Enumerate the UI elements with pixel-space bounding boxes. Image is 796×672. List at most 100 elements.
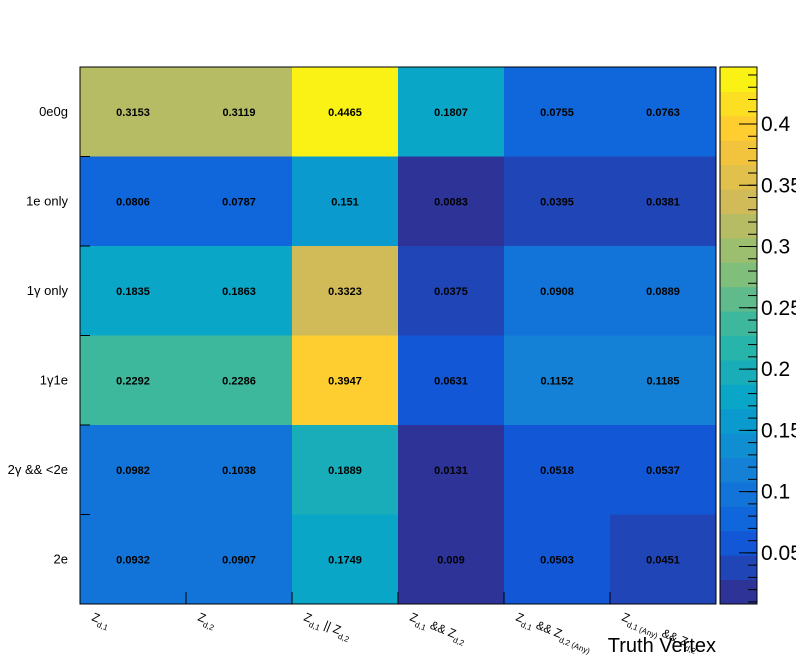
colorbar-bin <box>720 140 757 166</box>
heatmap-cell <box>80 425 187 515</box>
cell-value-label: 0.2292 <box>116 375 150 387</box>
colorbar <box>719 66 758 605</box>
x-tick-label-part: && Z <box>425 617 458 641</box>
colorbar-tick-label: 0.3 <box>761 236 790 259</box>
cell-value-label: 0.0518 <box>540 465 574 477</box>
colorbar-tick-label: 0.25 <box>761 297 796 320</box>
colorbar-bin <box>720 384 757 410</box>
colorbar-bin <box>720 506 757 532</box>
x-tick-label-part: d,1 <box>308 620 322 633</box>
heatmap-cell <box>186 425 293 515</box>
cell-value-label: 0.1863 <box>222 286 256 298</box>
heatmap-cell <box>504 67 611 157</box>
heatmap-cell <box>504 335 611 426</box>
heatmap-cell <box>186 67 293 157</box>
cell-value-label: 0.0908 <box>540 286 574 298</box>
heatmap-cell <box>80 514 187 605</box>
cell-value-label: 0.0395 <box>540 196 574 208</box>
colorbar-tick-label: 0.2 <box>761 358 790 381</box>
heatmap-cell <box>292 156 399 247</box>
x-tick-label: Zd,1 && Zd,2 (Any) <box>513 610 595 656</box>
x-tick-label-part: d,2 <box>452 635 466 648</box>
cell-value-label: 0.0131 <box>434 465 468 477</box>
y-axis-ticks: 0e0g 1e only 1γ only 1γ1e 2γ && <2e 2e <box>8 104 90 566</box>
heatmap-cells <box>80 67 717 605</box>
colorbar-bin <box>720 555 757 581</box>
x-tick-label-part: d,2 <box>683 643 697 656</box>
heatmap-cell <box>610 425 717 515</box>
y-tick-label: 2γ && <2e <box>8 462 68 477</box>
heatmap-cell <box>610 67 717 157</box>
x-tick-label: Zd,1 <box>89 610 113 633</box>
y-tick-label: 0e0g <box>39 104 68 119</box>
x-tick-label-part: d,2 (Any) <box>558 635 592 656</box>
colorbar-bin <box>720 164 757 190</box>
heatmap-cell <box>80 156 187 247</box>
heatmap-cell <box>398 156 505 247</box>
heatmap-cell <box>292 67 399 157</box>
x-tick-label-part: d,1 <box>414 620 428 633</box>
colorbar-bin <box>720 457 757 483</box>
colorbar-tick-label: 0.05 <box>761 542 796 565</box>
heatmap-cell <box>186 156 293 247</box>
heatmap-cell <box>80 246 187 336</box>
cell-value-label: 0.0907 <box>222 554 256 566</box>
heatmap-cell <box>292 335 399 426</box>
cell-value-label: 0.0083 <box>434 196 468 208</box>
cell-value-label: 0.4465 <box>328 107 362 119</box>
cell-value-label: 0.0537 <box>646 465 680 477</box>
colorbar-ticks: 0.05 0.1 0.15 0.2 0.25 0.3 0.35 0.4 <box>739 74 796 603</box>
x-tick-label-part: d,2 <box>202 620 216 633</box>
cell-value-label: 0.3947 <box>328 375 362 387</box>
colorbar-tick-label: 0.15 <box>761 419 796 442</box>
heatmap-cell <box>398 514 505 605</box>
colorbar-bin <box>720 408 757 434</box>
heatmap-cell <box>610 514 717 605</box>
heatmap-cell <box>186 246 293 336</box>
x-tick-label-part: d,1 <box>96 620 110 633</box>
heatmap-cell <box>610 246 717 336</box>
heatmap-cell <box>292 514 399 605</box>
cell-value-label: 0.0932 <box>116 554 150 566</box>
cell-value-label: 0.0503 <box>540 554 574 566</box>
y-tick-label: 1γ1e <box>40 372 68 387</box>
x-tick-label-part: d,2 <box>337 632 351 645</box>
cell-value-labels: 0.3153 0.3119 0.4465 0.1807 0.0755 0.0763 0.08… <box>116 107 680 567</box>
cell-value-label: 0.1152 <box>540 375 573 387</box>
cell-value-label: 0.0763 <box>646 107 680 119</box>
cell-value-label: 0.0755 <box>540 107 574 119</box>
heatmap-cell <box>186 335 293 426</box>
heatmap-cell <box>504 246 611 336</box>
heatmap-cell <box>398 67 505 157</box>
heatmap-cell <box>186 514 293 605</box>
colorbar-tick-label: 0.4 <box>761 113 791 136</box>
heatmap-cell <box>80 335 187 426</box>
colorbar-frame <box>719 66 758 605</box>
heatmap-cell <box>292 246 399 336</box>
cell-value-label: 0.1185 <box>646 375 679 387</box>
cell-value-label: 0.151 <box>331 196 359 208</box>
cell-value-label: 0.1807 <box>434 107 468 119</box>
heatmap-cell <box>610 335 717 426</box>
colorbar-bin <box>720 67 757 92</box>
x-tick-label: Zd,2 <box>195 610 219 633</box>
heatmap-cell <box>504 425 611 515</box>
cell-value-label: 0.3153 <box>116 107 150 119</box>
x-tick-label: Zd,1 && Zd,2 <box>407 610 469 648</box>
cell-value-label: 0.0381 <box>646 196 680 208</box>
y-tick-label: 2e <box>54 551 68 566</box>
y-tick-label: 1e only <box>26 193 68 208</box>
cell-value-label: 0.1889 <box>328 465 362 477</box>
heatmap-cell <box>398 425 505 515</box>
cell-value-label: 0.2286 <box>222 375 256 387</box>
cell-value-label: 0.1749 <box>328 554 362 566</box>
cell-value-label: 0.3323 <box>328 286 362 298</box>
cell-value-label: 0.0375 <box>434 286 468 298</box>
colorbar-bin <box>720 359 757 385</box>
cell-value-label: 0.1038 <box>222 465 256 477</box>
colorbar-tick-label: 0.35 <box>761 174 796 197</box>
colorbar-bin <box>720 433 757 459</box>
heatmap-cell <box>610 156 717 247</box>
heatmap-cell <box>80 67 187 157</box>
